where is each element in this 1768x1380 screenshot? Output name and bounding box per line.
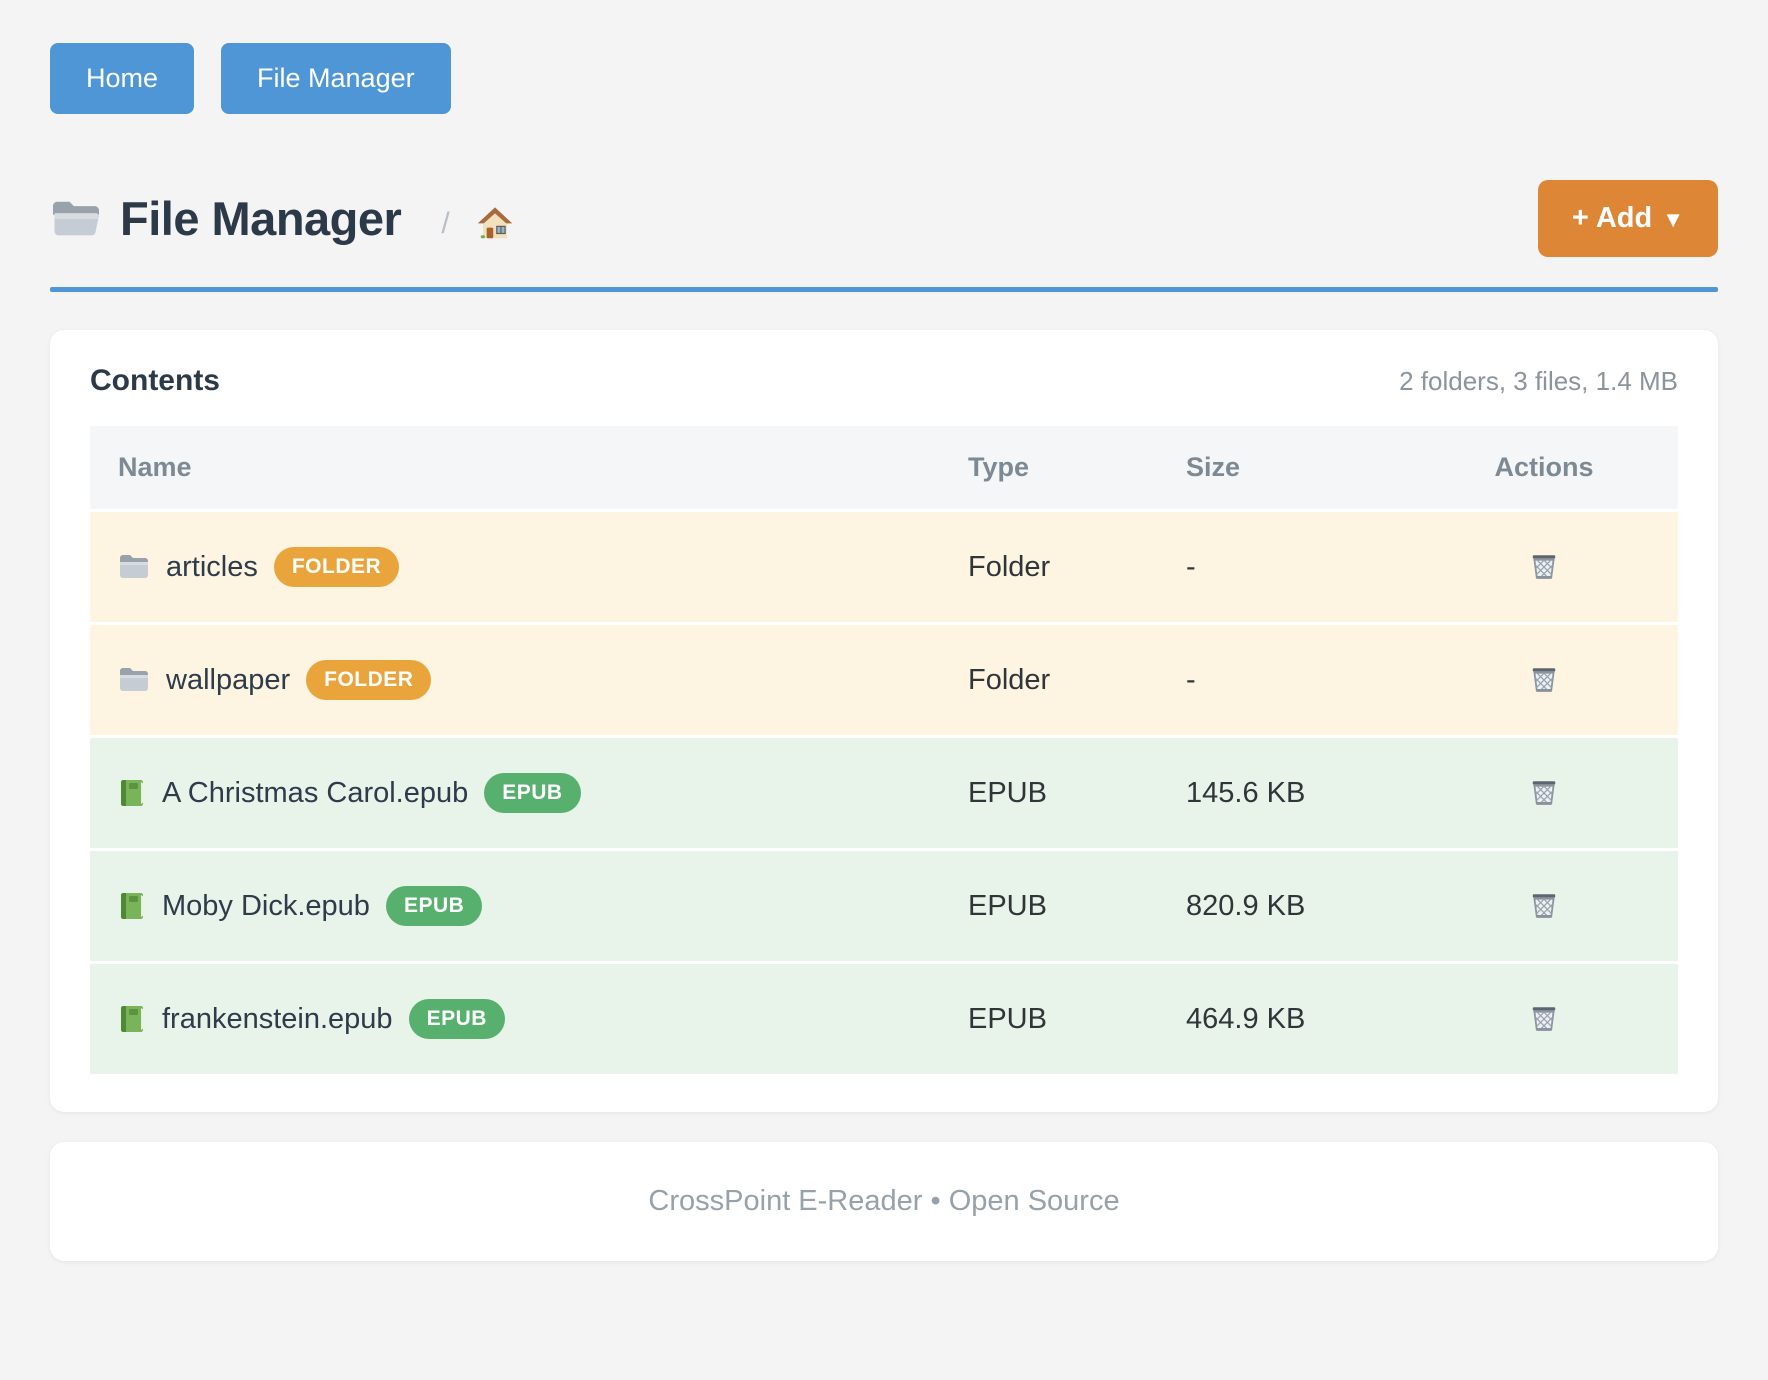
breadcrumb-separator: / bbox=[441, 206, 450, 240]
home-icon[interactable] bbox=[476, 205, 514, 243]
table-body: articles FOLDER Folder - bbox=[90, 512, 1678, 1074]
contents-summary: 2 folders, 3 files, 1.4 MB bbox=[1399, 366, 1678, 396]
item-size: - bbox=[1186, 550, 1196, 583]
title-row: File Manager / + Add ▼ bbox=[50, 180, 1718, 257]
item-name[interactable]: frankenstein.epub bbox=[162, 1002, 393, 1035]
top-nav: Home File Manager bbox=[50, 43, 1718, 114]
column-header-size: Size bbox=[1186, 452, 1241, 482]
delete-button[interactable] bbox=[1522, 658, 1566, 702]
type-badge: EPUB bbox=[408, 999, 505, 1039]
table-row: frankenstein.epub EPUB EPUB 464.9 KB bbox=[90, 964, 1678, 1074]
item-type: Folder bbox=[968, 663, 1051, 696]
file-manager-button[interactable]: File Manager bbox=[221, 43, 451, 114]
page: Home File Manager File Manager / bbox=[50, 43, 1718, 1261]
column-header-name: Name bbox=[118, 452, 192, 482]
trash-icon bbox=[1526, 775, 1562, 811]
title-underline bbox=[50, 287, 1718, 292]
type-badge: EPUB bbox=[385, 886, 483, 926]
trash-icon bbox=[1526, 1001, 1562, 1037]
add-button-label: + Add bbox=[1571, 202, 1653, 234]
folder-icon bbox=[118, 666, 150, 694]
table-row: A Christmas Carol.epub EPUB EPUB 145.6 K… bbox=[90, 738, 1678, 848]
footer: CrossPoint E-Reader • Open Source bbox=[50, 1142, 1718, 1261]
table-header-row: Name Type Size Actions bbox=[90, 426, 1678, 509]
item-type: EPUB bbox=[968, 776, 1047, 809]
column-header-actions: Actions bbox=[1494, 452, 1594, 482]
item-name[interactable]: A Christmas Carol.epub bbox=[162, 776, 469, 809]
green-book-icon bbox=[118, 891, 146, 921]
file-table: Name Type Size Actions bbox=[90, 426, 1678, 1074]
open-folder-icon bbox=[50, 196, 102, 242]
item-name[interactable]: Moby Dick.epub bbox=[162, 889, 370, 922]
table-row: wallpaper FOLDER Folder - bbox=[90, 625, 1678, 735]
add-button[interactable]: + Add ▼ bbox=[1537, 180, 1718, 257]
item-size: 820.9 KB bbox=[1186, 889, 1306, 922]
trash-icon bbox=[1526, 662, 1562, 698]
item-type: Folder bbox=[968, 550, 1051, 583]
delete-button[interactable] bbox=[1522, 997, 1566, 1041]
type-badge: EPUB bbox=[484, 773, 581, 813]
item-type: EPUB bbox=[968, 1002, 1047, 1035]
folder-icon bbox=[118, 553, 150, 581]
contents-heading: Contents bbox=[90, 364, 220, 397]
item-size: 464.9 KB bbox=[1186, 1002, 1306, 1035]
contents-card: Contents 2 folders, 3 files, 1.4 MB Name… bbox=[50, 330, 1718, 1112]
item-name[interactable]: wallpaper bbox=[166, 663, 291, 696]
delete-button[interactable] bbox=[1522, 771, 1566, 815]
title-group: File Manager / bbox=[50, 191, 514, 246]
green-book-icon bbox=[118, 1004, 146, 1034]
delete-button[interactable] bbox=[1522, 884, 1566, 928]
item-size: 145.6 KB bbox=[1186, 776, 1306, 809]
trash-icon bbox=[1526, 888, 1562, 924]
footer-text: CrossPoint E-Reader • Open Source bbox=[648, 1185, 1120, 1217]
contents-header: Contents 2 folders, 3 files, 1.4 MB bbox=[90, 364, 1678, 398]
home-button[interactable]: Home bbox=[50, 43, 195, 114]
chevron-down-icon: ▼ bbox=[1662, 207, 1684, 232]
item-name[interactable]: articles bbox=[166, 550, 258, 583]
type-badge: FOLDER bbox=[273, 547, 400, 587]
delete-button[interactable] bbox=[1522, 545, 1566, 589]
trash-icon bbox=[1526, 549, 1562, 585]
type-badge: FOLDER bbox=[306, 660, 432, 700]
column-header-type: Type bbox=[968, 452, 1030, 482]
item-type: EPUB bbox=[968, 889, 1047, 922]
table-row: Moby Dick.epub EPUB EPUB 820.9 KB bbox=[90, 851, 1678, 961]
item-size: - bbox=[1186, 663, 1196, 696]
green-book-icon bbox=[118, 778, 146, 808]
table-row: articles FOLDER Folder - bbox=[90, 512, 1678, 622]
page-title: File Manager bbox=[120, 192, 402, 245]
